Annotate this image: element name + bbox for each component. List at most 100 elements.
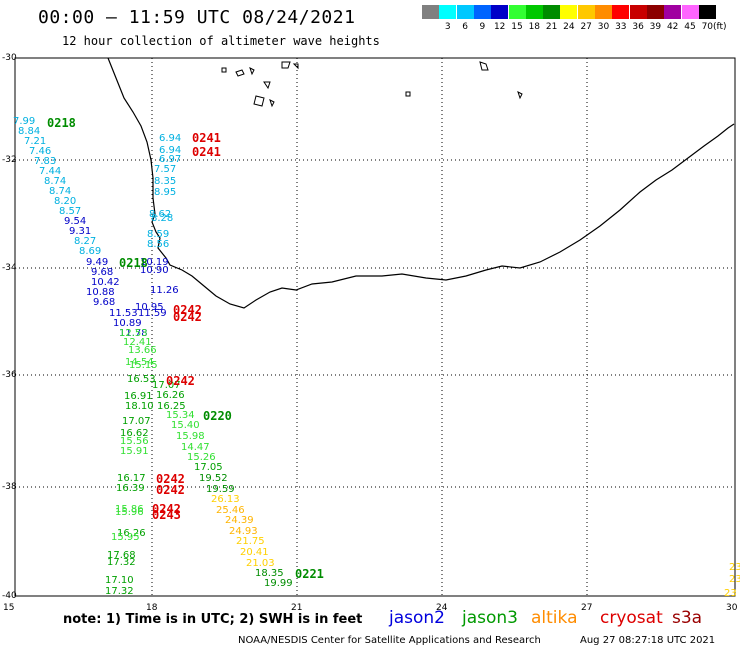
- wave-height-value: 12.41: [123, 337, 152, 348]
- wave-height-value: 9.54: [64, 216, 87, 227]
- color-swatch: [577, 5, 595, 19]
- wave-height-value: 16.39: [116, 483, 145, 494]
- wave-height-value: 8.56: [147, 239, 170, 250]
- wave-height-value: 8.74: [44, 176, 67, 187]
- wave-height-value: 10.95: [135, 302, 164, 313]
- pass-time-label: 0241: [192, 145, 221, 159]
- grid-lines: [15, 58, 735, 596]
- color-swatch: [508, 5, 526, 19]
- color-swatch: [646, 5, 664, 19]
- color-swatch: [629, 5, 647, 19]
- wave-height-value: 9.31: [69, 226, 92, 237]
- wave-height-value: 15.26: [187, 452, 216, 463]
- wave-height-value: 9.68: [93, 297, 116, 308]
- pass-time-label: 0242: [156, 483, 185, 497]
- wave-height-value: 11.78: [119, 328, 148, 339]
- wave-height-value: 17.32: [107, 557, 136, 568]
- satellite-name: cryosat: [600, 608, 663, 628]
- satellite-name: jason3: [462, 608, 518, 628]
- map-subtitle: 12 hour collection of altimeter wave hei…: [62, 34, 380, 48]
- wave-height-value: 7.57: [154, 164, 177, 175]
- color-swatch-label: 42: [666, 22, 679, 32]
- wave-height-value: 11.26: [150, 285, 179, 296]
- color-swatch-label: 36: [632, 22, 644, 32]
- wave-height-value: 7.83: [34, 156, 57, 167]
- footer-credit: NOAA/NESDIS Center for Satellite Applica…: [238, 635, 541, 646]
- wave-height-value: 8.28: [151, 213, 174, 224]
- wave-height-value: 24.93: [229, 526, 258, 537]
- pass-time-label: 0243: [152, 508, 181, 522]
- wave-height-value: 7.44: [39, 166, 62, 177]
- wave-height-value: 8.57: [59, 206, 82, 217]
- wave-height-value: 16.91: [124, 391, 153, 402]
- color-swatch: [681, 5, 699, 19]
- longitude-label: 18: [146, 603, 158, 613]
- wave-height-value: 18.10: [125, 401, 154, 412]
- footer-timestamp: Aug 27 08:27:18 UTC 2021: [580, 635, 716, 646]
- satellite-name: jason2: [389, 608, 445, 628]
- wave-height-value: 16.62: [120, 428, 149, 439]
- map-title: 00:00 — 11:59 UTC 08/24/2021: [38, 7, 356, 28]
- wave-height-value: 15.34: [166, 410, 195, 421]
- wave-height-value: 8.62: [149, 209, 172, 220]
- wave-height-value: 15.91: [120, 446, 149, 457]
- pass-time-label: 0242: [173, 310, 202, 324]
- wave-height-value: 6.94: [159, 133, 182, 144]
- color-swatch-label: 33: [615, 22, 627, 32]
- note-text: note: 1) Time is in UTC; 2) SWH is in fe…: [63, 612, 363, 627]
- pass-time-label: 0241: [192, 131, 221, 145]
- wave-height-value: 10.19: [140, 257, 169, 268]
- wave-height-value: 21.03: [246, 558, 275, 569]
- color-swatch-label: 39: [649, 22, 662, 32]
- color-swatch-label: 12: [493, 22, 506, 32]
- color-swatch: [525, 5, 543, 19]
- wave-height-value: 23: [729, 574, 740, 585]
- color-swatch: [612, 5, 630, 19]
- color-swatch: [473, 5, 491, 19]
- color-swatch-label: 15: [511, 22, 523, 32]
- longitude-label: 24: [436, 603, 448, 613]
- color-swatch: [664, 5, 682, 19]
- wave-height-value: 17.32: [105, 586, 134, 597]
- wave-height-value: 9.68: [91, 267, 114, 278]
- color-swatch: [560, 5, 578, 19]
- color-swatch-label: 24: [563, 22, 575, 32]
- islands: [221, 61, 523, 108]
- wave-height-value: 8.20: [54, 196, 77, 207]
- color-swatch: [439, 5, 457, 19]
- pass-time-label: 0242: [152, 502, 181, 516]
- color-swatch: [491, 5, 509, 19]
- color-swatch: [543, 5, 561, 19]
- color-scale-unit: (ft): [713, 22, 727, 32]
- wave-height-value: 15.15: [129, 360, 158, 371]
- color-swatch: [422, 5, 439, 19]
- wave-height-value: 17.07: [122, 416, 151, 427]
- wave-height-value: 25.46: [216, 505, 245, 516]
- satellite-name: altika: [531, 608, 578, 628]
- wave-height-value: 9.49: [86, 257, 109, 268]
- wave-height-value: 26.13: [211, 494, 240, 505]
- pass-time-label: 0220: [203, 409, 232, 423]
- latitude-label: -36: [2, 370, 17, 380]
- wave-height-value: 15.86: [115, 504, 144, 515]
- satellite-name: s3a: [672, 608, 703, 628]
- wave-height-value: 16.25: [157, 401, 186, 412]
- pass-time-label: 0242: [156, 472, 185, 486]
- wave-height-value: 7.99: [13, 116, 36, 127]
- wave-height-value: 19.99: [264, 578, 293, 589]
- latitude-label: -40: [2, 591, 17, 601]
- wave-height-value: 15.56: [120, 436, 149, 447]
- wave-height-value: 8.95: [154, 187, 177, 198]
- wave-height-value: 18.35: [255, 568, 284, 579]
- longitude-label: 30: [726, 603, 738, 613]
- wave-height-value: 15.96: [115, 507, 144, 518]
- pass-time-label: 0221: [295, 567, 324, 581]
- wave-height-value: 12.53: [119, 328, 148, 339]
- wave-height-value: 19.59: [206, 484, 235, 495]
- wave-height-value: 20.41: [240, 547, 269, 558]
- wave-height-value: 8.59: [147, 229, 170, 240]
- wave-height-value: 10.89: [113, 318, 142, 329]
- color-swatch-label: 45: [684, 22, 696, 32]
- latitude-label: -38: [2, 482, 17, 492]
- color-swatch-label: 30: [597, 22, 610, 32]
